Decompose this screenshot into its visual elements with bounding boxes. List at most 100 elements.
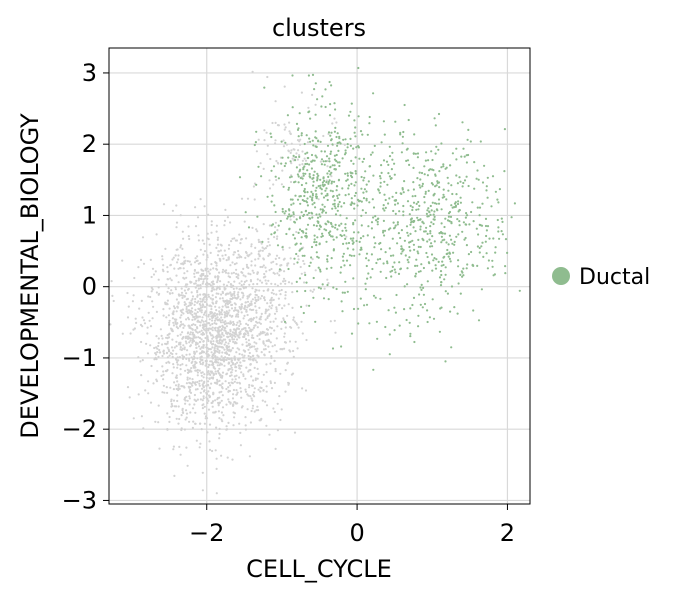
data-point [290,175,293,178]
data-point [202,325,205,328]
data-point [342,252,345,255]
data-point [205,343,208,346]
data-point [189,339,192,342]
data-point [225,284,229,287]
data-point [329,173,332,176]
data-point [230,381,233,384]
data-point [298,163,301,166]
data-point [340,266,343,269]
data-point [353,119,356,122]
data-point [360,187,363,190]
data-point [490,205,493,208]
data-point [180,262,183,265]
data-point [287,262,290,265]
data-point [215,292,218,295]
data-point [275,178,278,182]
data-point [203,250,207,253]
data-point [242,283,246,286]
data-point [484,224,488,228]
data-point [196,255,199,258]
data-point [204,336,207,340]
data-point [256,326,259,329]
data-point [191,318,194,321]
data-point [336,185,339,188]
data-point [195,279,198,282]
data-point [424,230,427,233]
data-point [387,202,390,205]
data-point [399,268,402,271]
data-point [283,335,286,338]
data-point [384,206,387,209]
data-point [162,384,165,387]
data-point [294,159,297,162]
data-point [206,338,210,341]
data-point [177,422,180,425]
data-point [246,306,249,309]
data-point [504,238,508,241]
data-point [252,317,255,320]
data-point [389,270,392,273]
data-point [206,232,209,235]
data-point [311,93,314,96]
data-point [183,256,186,259]
data-point [265,424,268,427]
data-point [316,177,319,180]
data-point [166,290,169,293]
data-point [149,258,152,261]
data-point [239,298,242,301]
data-point [251,269,254,272]
data-point [200,338,203,341]
data-point [219,297,222,300]
data-point [172,366,175,369]
data-point [379,297,382,300]
data-point [329,320,332,323]
data-point [162,308,165,311]
data-point [297,255,300,258]
data-point [147,392,150,395]
data-point [335,135,338,139]
data-point [169,263,172,266]
data-point [461,275,464,278]
data-point [287,382,291,385]
data-point [433,215,436,218]
data-point [258,254,261,257]
data-point [312,144,315,147]
data-point [301,159,304,162]
data-point [213,381,216,384]
data-point [263,331,266,334]
data-point [155,291,158,294]
data-point [295,152,298,155]
data-point [440,241,443,244]
data-point [157,404,160,407]
data-point [232,388,235,392]
data-point [214,326,217,329]
data-point [214,317,217,320]
data-point [219,384,222,387]
data-point [408,321,411,324]
data-point [185,446,188,449]
data-point [262,389,265,392]
data-point [450,204,453,207]
data-point [186,260,189,263]
data-point [168,332,171,335]
data-point [437,198,441,201]
data-point [182,237,185,240]
data-point [427,169,431,172]
data-point [287,188,290,191]
data-point [420,171,424,175]
data-point [265,309,268,312]
data-point [184,303,187,306]
data-point [281,307,284,310]
data-point [272,407,275,410]
data-point [419,270,422,273]
data-point [218,349,221,352]
data-point [276,161,279,164]
data-point [194,422,197,425]
data-point [231,261,234,264]
data-point [218,432,221,435]
data-point [217,358,220,361]
data-point [353,254,356,257]
data-point [201,300,204,303]
data-point [197,239,200,242]
data-point [292,215,295,218]
